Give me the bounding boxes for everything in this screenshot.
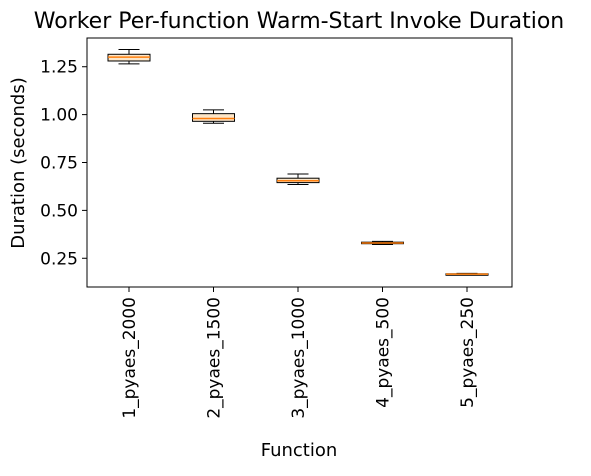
y-tick-label: 1.25 bbox=[40, 58, 78, 78]
box-plot-1 bbox=[107, 48, 151, 65]
x-tick-label: 3_pyaes_1000 bbox=[289, 297, 309, 419]
box-plot-5 bbox=[445, 272, 489, 276]
x-tick-label: 4_pyaes_500 bbox=[374, 297, 394, 408]
x-tick-label: 2_pyaes_1500 bbox=[205, 297, 225, 419]
box-plot-4 bbox=[361, 240, 404, 245]
x-axis: 1_pyaes_2000 2_pyaes_1500 3_pyaes_1000 4_py… bbox=[120, 287, 478, 419]
y-tick-label: 0.25 bbox=[40, 249, 78, 269]
y-tick-label: 0.75 bbox=[40, 154, 78, 174]
y-tick-label: 0.50 bbox=[40, 201, 78, 221]
x-tick-label: 1_pyaes_2000 bbox=[120, 297, 140, 419]
box bbox=[192, 113, 235, 122]
y-axis-label: Duration (seconds) bbox=[8, 77, 29, 249]
box-plot-2 bbox=[192, 109, 235, 124]
chart-title: Worker Per-function Warm-Start Invoke Du… bbox=[34, 9, 565, 34]
y-axis: 0.25 0.50 0.75 1.00 1.25 bbox=[40, 58, 87, 269]
x-tick-label: 5_pyaes_250 bbox=[458, 297, 478, 408]
x-axis-label: Function bbox=[261, 440, 338, 461]
y-tick-label: 1.00 bbox=[40, 106, 78, 126]
box-plot-3 bbox=[276, 173, 320, 186]
plot-frame bbox=[86, 37, 513, 288]
boxes-layer bbox=[107, 48, 489, 276]
